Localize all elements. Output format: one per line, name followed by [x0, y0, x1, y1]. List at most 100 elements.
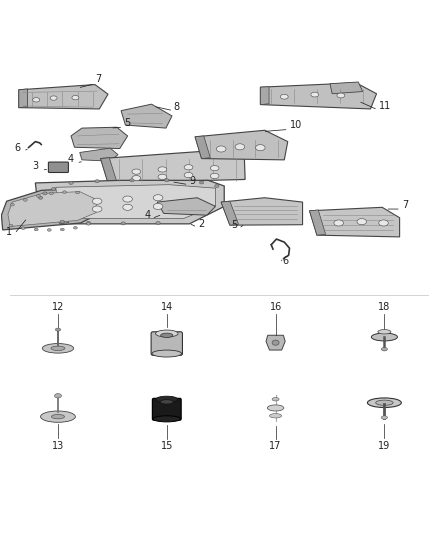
- Ellipse shape: [86, 221, 91, 224]
- Ellipse shape: [51, 188, 56, 191]
- Ellipse shape: [55, 328, 60, 331]
- Ellipse shape: [381, 348, 388, 351]
- Polygon shape: [310, 207, 399, 237]
- Ellipse shape: [156, 221, 160, 224]
- Text: 7: 7: [402, 200, 408, 210]
- Ellipse shape: [72, 95, 79, 100]
- Ellipse shape: [378, 329, 391, 334]
- Text: 5: 5: [231, 220, 237, 230]
- Polygon shape: [260, 87, 269, 104]
- Polygon shape: [19, 89, 28, 108]
- Text: 14: 14: [161, 302, 173, 312]
- Ellipse shape: [371, 333, 397, 341]
- Polygon shape: [157, 198, 215, 215]
- Ellipse shape: [216, 146, 226, 152]
- Ellipse shape: [132, 169, 141, 174]
- Ellipse shape: [132, 175, 141, 181]
- Text: 12: 12: [52, 302, 64, 312]
- Ellipse shape: [21, 227, 25, 230]
- Polygon shape: [80, 148, 118, 161]
- Ellipse shape: [158, 174, 167, 180]
- Polygon shape: [330, 82, 363, 94]
- Ellipse shape: [123, 196, 132, 202]
- Polygon shape: [8, 192, 96, 227]
- Ellipse shape: [50, 96, 57, 100]
- Ellipse shape: [379, 220, 389, 226]
- Ellipse shape: [152, 350, 182, 357]
- Ellipse shape: [255, 144, 265, 151]
- Text: 6: 6: [282, 256, 288, 266]
- Polygon shape: [101, 151, 245, 183]
- Polygon shape: [56, 184, 215, 219]
- Ellipse shape: [51, 346, 65, 351]
- Text: 4: 4: [67, 154, 74, 164]
- Ellipse shape: [376, 400, 393, 405]
- Text: 4: 4: [145, 211, 151, 220]
- Polygon shape: [195, 130, 288, 160]
- Ellipse shape: [47, 229, 51, 231]
- Ellipse shape: [69, 181, 73, 184]
- FancyBboxPatch shape: [48, 162, 68, 173]
- Text: 15: 15: [161, 441, 173, 451]
- Polygon shape: [260, 83, 377, 109]
- Ellipse shape: [272, 398, 279, 401]
- Ellipse shape: [161, 333, 173, 337]
- Polygon shape: [310, 210, 325, 235]
- Ellipse shape: [86, 223, 90, 225]
- Ellipse shape: [153, 195, 163, 201]
- Ellipse shape: [267, 405, 284, 411]
- Ellipse shape: [41, 411, 75, 422]
- Ellipse shape: [184, 173, 193, 177]
- Ellipse shape: [199, 181, 204, 184]
- Ellipse shape: [54, 393, 61, 398]
- Text: 17: 17: [269, 441, 282, 451]
- Ellipse shape: [272, 340, 279, 345]
- Ellipse shape: [311, 92, 319, 97]
- Ellipse shape: [337, 93, 345, 98]
- Ellipse shape: [280, 94, 288, 99]
- Ellipse shape: [92, 198, 102, 204]
- Ellipse shape: [11, 204, 14, 206]
- Ellipse shape: [210, 166, 219, 171]
- Ellipse shape: [121, 222, 125, 225]
- Ellipse shape: [36, 195, 40, 197]
- Ellipse shape: [60, 228, 64, 231]
- Text: 6: 6: [14, 143, 21, 154]
- Polygon shape: [195, 136, 210, 158]
- Ellipse shape: [357, 219, 367, 225]
- Ellipse shape: [156, 396, 178, 402]
- Ellipse shape: [155, 330, 178, 337]
- Ellipse shape: [51, 415, 64, 419]
- Ellipse shape: [76, 191, 80, 194]
- Text: 7: 7: [95, 74, 101, 84]
- Ellipse shape: [23, 199, 27, 201]
- Ellipse shape: [160, 400, 173, 404]
- Text: 3: 3: [33, 161, 39, 171]
- Ellipse shape: [367, 398, 401, 408]
- Ellipse shape: [184, 165, 193, 170]
- Ellipse shape: [42, 344, 74, 353]
- Ellipse shape: [39, 196, 43, 199]
- Text: 13: 13: [52, 441, 64, 451]
- Polygon shape: [19, 85, 108, 109]
- Ellipse shape: [215, 184, 219, 188]
- Ellipse shape: [63, 191, 67, 193]
- Text: 10: 10: [290, 120, 302, 130]
- Ellipse shape: [49, 192, 53, 195]
- Ellipse shape: [95, 180, 99, 183]
- FancyBboxPatch shape: [152, 398, 181, 420]
- FancyBboxPatch shape: [151, 332, 183, 356]
- Ellipse shape: [165, 179, 169, 182]
- Polygon shape: [37, 197, 69, 224]
- Text: 11: 11: [379, 101, 391, 111]
- Polygon shape: [1, 188, 102, 230]
- Ellipse shape: [210, 173, 219, 179]
- Ellipse shape: [74, 227, 78, 229]
- Ellipse shape: [92, 206, 102, 212]
- Ellipse shape: [153, 416, 181, 422]
- Ellipse shape: [33, 98, 40, 102]
- Text: 19: 19: [378, 441, 391, 451]
- Polygon shape: [121, 104, 172, 128]
- Text: 8: 8: [174, 102, 180, 111]
- Text: 16: 16: [269, 302, 282, 312]
